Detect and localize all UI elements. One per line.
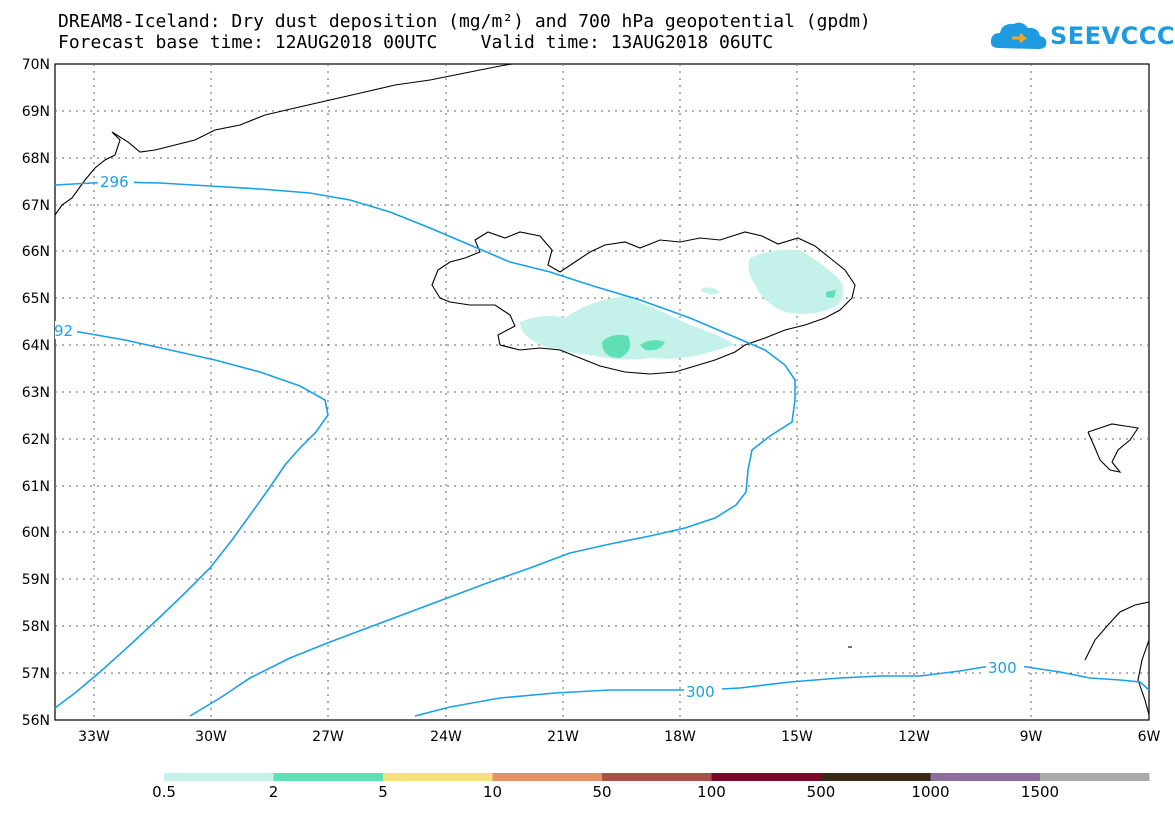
legend-color-swatch (164, 773, 274, 781)
lat-tick-label: 56N (22, 713, 50, 729)
geopotential-contours (54, 181, 1150, 717)
legend-tick-label: 500 (806, 783, 836, 801)
logo-text: SEEVCCC (1050, 22, 1175, 50)
lon-tick-label: 9W (1020, 729, 1043, 745)
legend-tick-label: 1000 (911, 783, 950, 801)
lat-tick-label: 68N (22, 151, 50, 167)
lat-tick-label: 60N (22, 525, 50, 541)
contour-label: 300 (686, 683, 715, 701)
legend-tick-label: 50 (592, 783, 612, 801)
dust-deposition-shading (520, 249, 844, 360)
latitude-axis: 70N 69N 68N 67N 66N 65N 64N 63N 62N 61N … (22, 57, 50, 729)
chart-subtitle: Forecast base time: 12AUG2018 00UTC Vali… (58, 32, 774, 53)
legend-tick-label: 2 (268, 783, 279, 801)
lon-tick-label: 24W (430, 729, 462, 745)
lat-tick-label: 62N (22, 432, 50, 448)
legend-tick-label: 0.5 (152, 783, 176, 801)
lon-tick-label: 33W (78, 729, 110, 745)
legend-colorbar (164, 773, 1150, 781)
legend-color-swatch (273, 773, 383, 781)
lon-tick-label: 15W (781, 729, 813, 745)
graticule (55, 64, 1149, 720)
chart-title: DREAM8-Iceland: Dry dust deposition (mg/… (58, 11, 871, 32)
cloud-logo-icon (990, 22, 1047, 49)
lon-tick-label: 12W (898, 729, 930, 745)
coastlines (54, 63, 1150, 716)
legend-color-swatch (602, 773, 712, 781)
legend-tick-label: 5 (378, 783, 388, 801)
lon-tick-label: 21W (547, 729, 579, 745)
contour-label: 92 (54, 322, 73, 340)
lat-tick-label: 59N (22, 572, 50, 588)
longitude-axis: 33W 30W 27W 24W 21W 18W 15W 12W 9W 6W (78, 729, 1160, 745)
legend-tick-label: 10 (482, 783, 503, 801)
lon-tick-label: 30W (195, 729, 227, 745)
legend-tick-label: 100 (697, 783, 726, 801)
legend-color-swatch (930, 773, 1040, 781)
contour-label: 300 (988, 659, 1017, 677)
lat-tick-label: 65N (22, 291, 50, 307)
lon-tick-label: 6W (1138, 729, 1161, 745)
lat-tick-label: 64N (22, 338, 50, 354)
legend-tick-label: 1500 (1020, 783, 1060, 801)
lat-tick-label: 58N (22, 619, 50, 635)
legend-color-swatch (1040, 773, 1150, 781)
lon-tick-label: 18W (664, 729, 696, 745)
legend-color-swatch (383, 773, 493, 781)
lat-tick-label: 66N (22, 244, 50, 260)
lat-tick-label: 57N (22, 666, 50, 682)
lat-tick-label: 70N (22, 57, 50, 73)
lat-tick-label: 67N (22, 198, 50, 214)
contour-label: 296 (100, 173, 129, 191)
lat-tick-label: 63N (22, 385, 50, 401)
legend-color-swatch (821, 773, 931, 781)
lat-tick-label: 69N (22, 104, 50, 120)
lat-tick-label: 61N (22, 479, 50, 495)
legend-color-swatch (492, 773, 602, 781)
lon-tick-label: 27W (312, 729, 344, 745)
legend-color-swatch (711, 773, 821, 781)
